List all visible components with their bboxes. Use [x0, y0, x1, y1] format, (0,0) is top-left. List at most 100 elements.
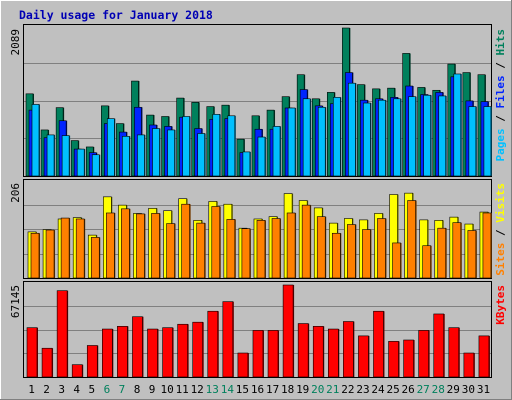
bar-pages-day-15	[242, 151, 251, 177]
bar-kbytes-day-29	[448, 327, 460, 378]
bar-pages-day-22	[348, 82, 356, 177]
bar-kbytes-day-6	[102, 328, 113, 378]
bar-pages-day-1	[31, 104, 40, 177]
bar-pages-day-25	[393, 98, 401, 177]
x-tick-label-day-1: 1	[28, 383, 35, 396]
x-tick-label-day-17: 17	[266, 383, 279, 396]
x-tick-label-day-27: 27	[417, 383, 430, 396]
bar-pages-day-27	[423, 94, 431, 177]
bar-sites-day-24	[377, 218, 386, 279]
x-tick-label-day-6: 6	[104, 383, 111, 396]
legend-hits: Hits	[494, 29, 507, 56]
bar-pages-day-23	[363, 102, 371, 177]
bar-pages-day-12	[197, 133, 206, 177]
bar-sites-day-8	[136, 213, 145, 279]
bar-sites-day-2	[45, 229, 55, 279]
bar-pages-day-26	[408, 96, 416, 177]
bar-sites-day-16	[256, 220, 266, 279]
legend-pages: Pages	[494, 128, 507, 161]
bar-sites-day-5	[90, 237, 100, 279]
bar-sites-day-30	[467, 230, 477, 279]
legend-files: Files	[494, 75, 507, 108]
bar-sites-day-6	[106, 212, 115, 279]
bar-pages-day-30	[468, 106, 477, 177]
bar-pages-day-18	[287, 107, 296, 177]
bar-sites-day-23	[362, 229, 371, 279]
bar-pages-day-28	[438, 95, 447, 177]
x-tick-label-day-24: 24	[371, 383, 385, 396]
bar-pages-day-19	[302, 98, 311, 177]
x-tick-label-day-18: 18	[281, 383, 294, 396]
bar-kbytes-day-12	[192, 321, 204, 378]
bar-kbytes-day-7	[117, 326, 128, 378]
x-tick-label-day-9: 9	[149, 383, 156, 396]
x-tick-label-day-30: 30	[462, 383, 475, 396]
x-tick-label-day-25: 25	[386, 383, 399, 396]
legend-visits: Visits	[494, 183, 507, 223]
legend-kbytes: KBytes	[494, 285, 507, 325]
bar-kbytes-day-31	[478, 335, 490, 378]
bar-sites-day-25	[392, 242, 401, 279]
chart-title: Daily usage for January 2018	[19, 8, 213, 22]
bar-kbytes-day-5	[86, 345, 98, 378]
x-tick-label-day-16: 16	[251, 383, 264, 396]
bar-pages-day-2	[46, 134, 55, 177]
max-label-kbytes: 67145	[9, 285, 22, 318]
bar-kbytes-day-8	[132, 316, 143, 378]
bar-kbytes-day-3	[56, 290, 68, 378]
bar-kbytes-day-10	[162, 327, 173, 378]
bar-pages-day-24	[378, 99, 386, 177]
bar-sites-day-20	[316, 216, 326, 279]
x-tick-label-day-21: 21	[326, 383, 339, 396]
panel-hits-files-pages	[23, 24, 492, 177]
bar-sites-day-10	[166, 223, 175, 279]
bar-kbytes-day-19	[297, 323, 309, 378]
bar-sites-day-7	[121, 208, 130, 279]
bar-sites-day-27	[422, 245, 431, 279]
bar-pages-day-21	[332, 97, 341, 177]
bar-kbytes-day-22	[343, 321, 354, 378]
bar-kbytes-day-24	[373, 310, 384, 378]
bar-sites-day-1	[30, 232, 40, 279]
bar-kbytes-day-14	[222, 301, 234, 378]
bar-pages-day-9	[152, 128, 160, 177]
bar-sites-day-3	[60, 217, 70, 279]
x-tick-label-day-3: 3	[58, 383, 65, 396]
bar-kbytes-day-16	[252, 330, 264, 378]
bar-pages-day-11	[182, 116, 190, 177]
legend-sep-1: /	[494, 109, 507, 129]
bar-kbytes-day-15	[237, 352, 249, 378]
bar-pages-day-13	[212, 114, 221, 177]
bar-kbytes-day-23	[358, 335, 369, 378]
x-tick-label-day-22: 22	[341, 383, 354, 396]
bar-pages-day-10	[167, 129, 175, 177]
bar-pages-day-4	[76, 148, 85, 177]
bar-sites-day-15	[241, 228, 251, 279]
bar-sites-day-18	[286, 212, 296, 279]
x-tick-label-day-15: 15	[236, 383, 249, 396]
bar-sites-day-13	[211, 206, 221, 279]
bar-kbytes-day-21	[327, 328, 339, 378]
legend-hits-files-pages: Pages / Files / Hits	[494, 29, 507, 162]
bar-kbytes-day-11	[177, 323, 188, 378]
bar-sites-day-12	[196, 222, 206, 279]
x-tick-label-day-4: 4	[73, 383, 80, 396]
x-tick-label-day-14: 14	[221, 383, 235, 396]
bar-kbytes-day-9	[147, 328, 158, 378]
bar-sites-day-9	[151, 213, 160, 279]
chart-marks: 1 2 3 4 5 6 7 8 9 10 11 12 13 14 15 16 17 18 19 20 21 22 23 24 2…	[24, 27, 492, 396]
x-tick-label-day-26: 26	[401, 383, 414, 396]
x-tick-label-day-5: 5	[88, 383, 95, 396]
bar-pages-day-31	[483, 106, 492, 177]
bar-pages-day-17	[272, 126, 281, 177]
bar-sites-day-14	[226, 219, 236, 279]
bar-pages-day-7	[122, 136, 130, 177]
x-tick-label-day-11: 11	[176, 383, 189, 396]
legend-sep-2: /	[494, 56, 507, 76]
bar-kbytes-day-4	[71, 364, 83, 378]
bar-pages-day-20	[317, 106, 326, 177]
bar-kbytes-day-28	[433, 313, 445, 378]
max-label-sites: 206	[9, 183, 22, 203]
bar-pages-day-14	[227, 115, 236, 177]
